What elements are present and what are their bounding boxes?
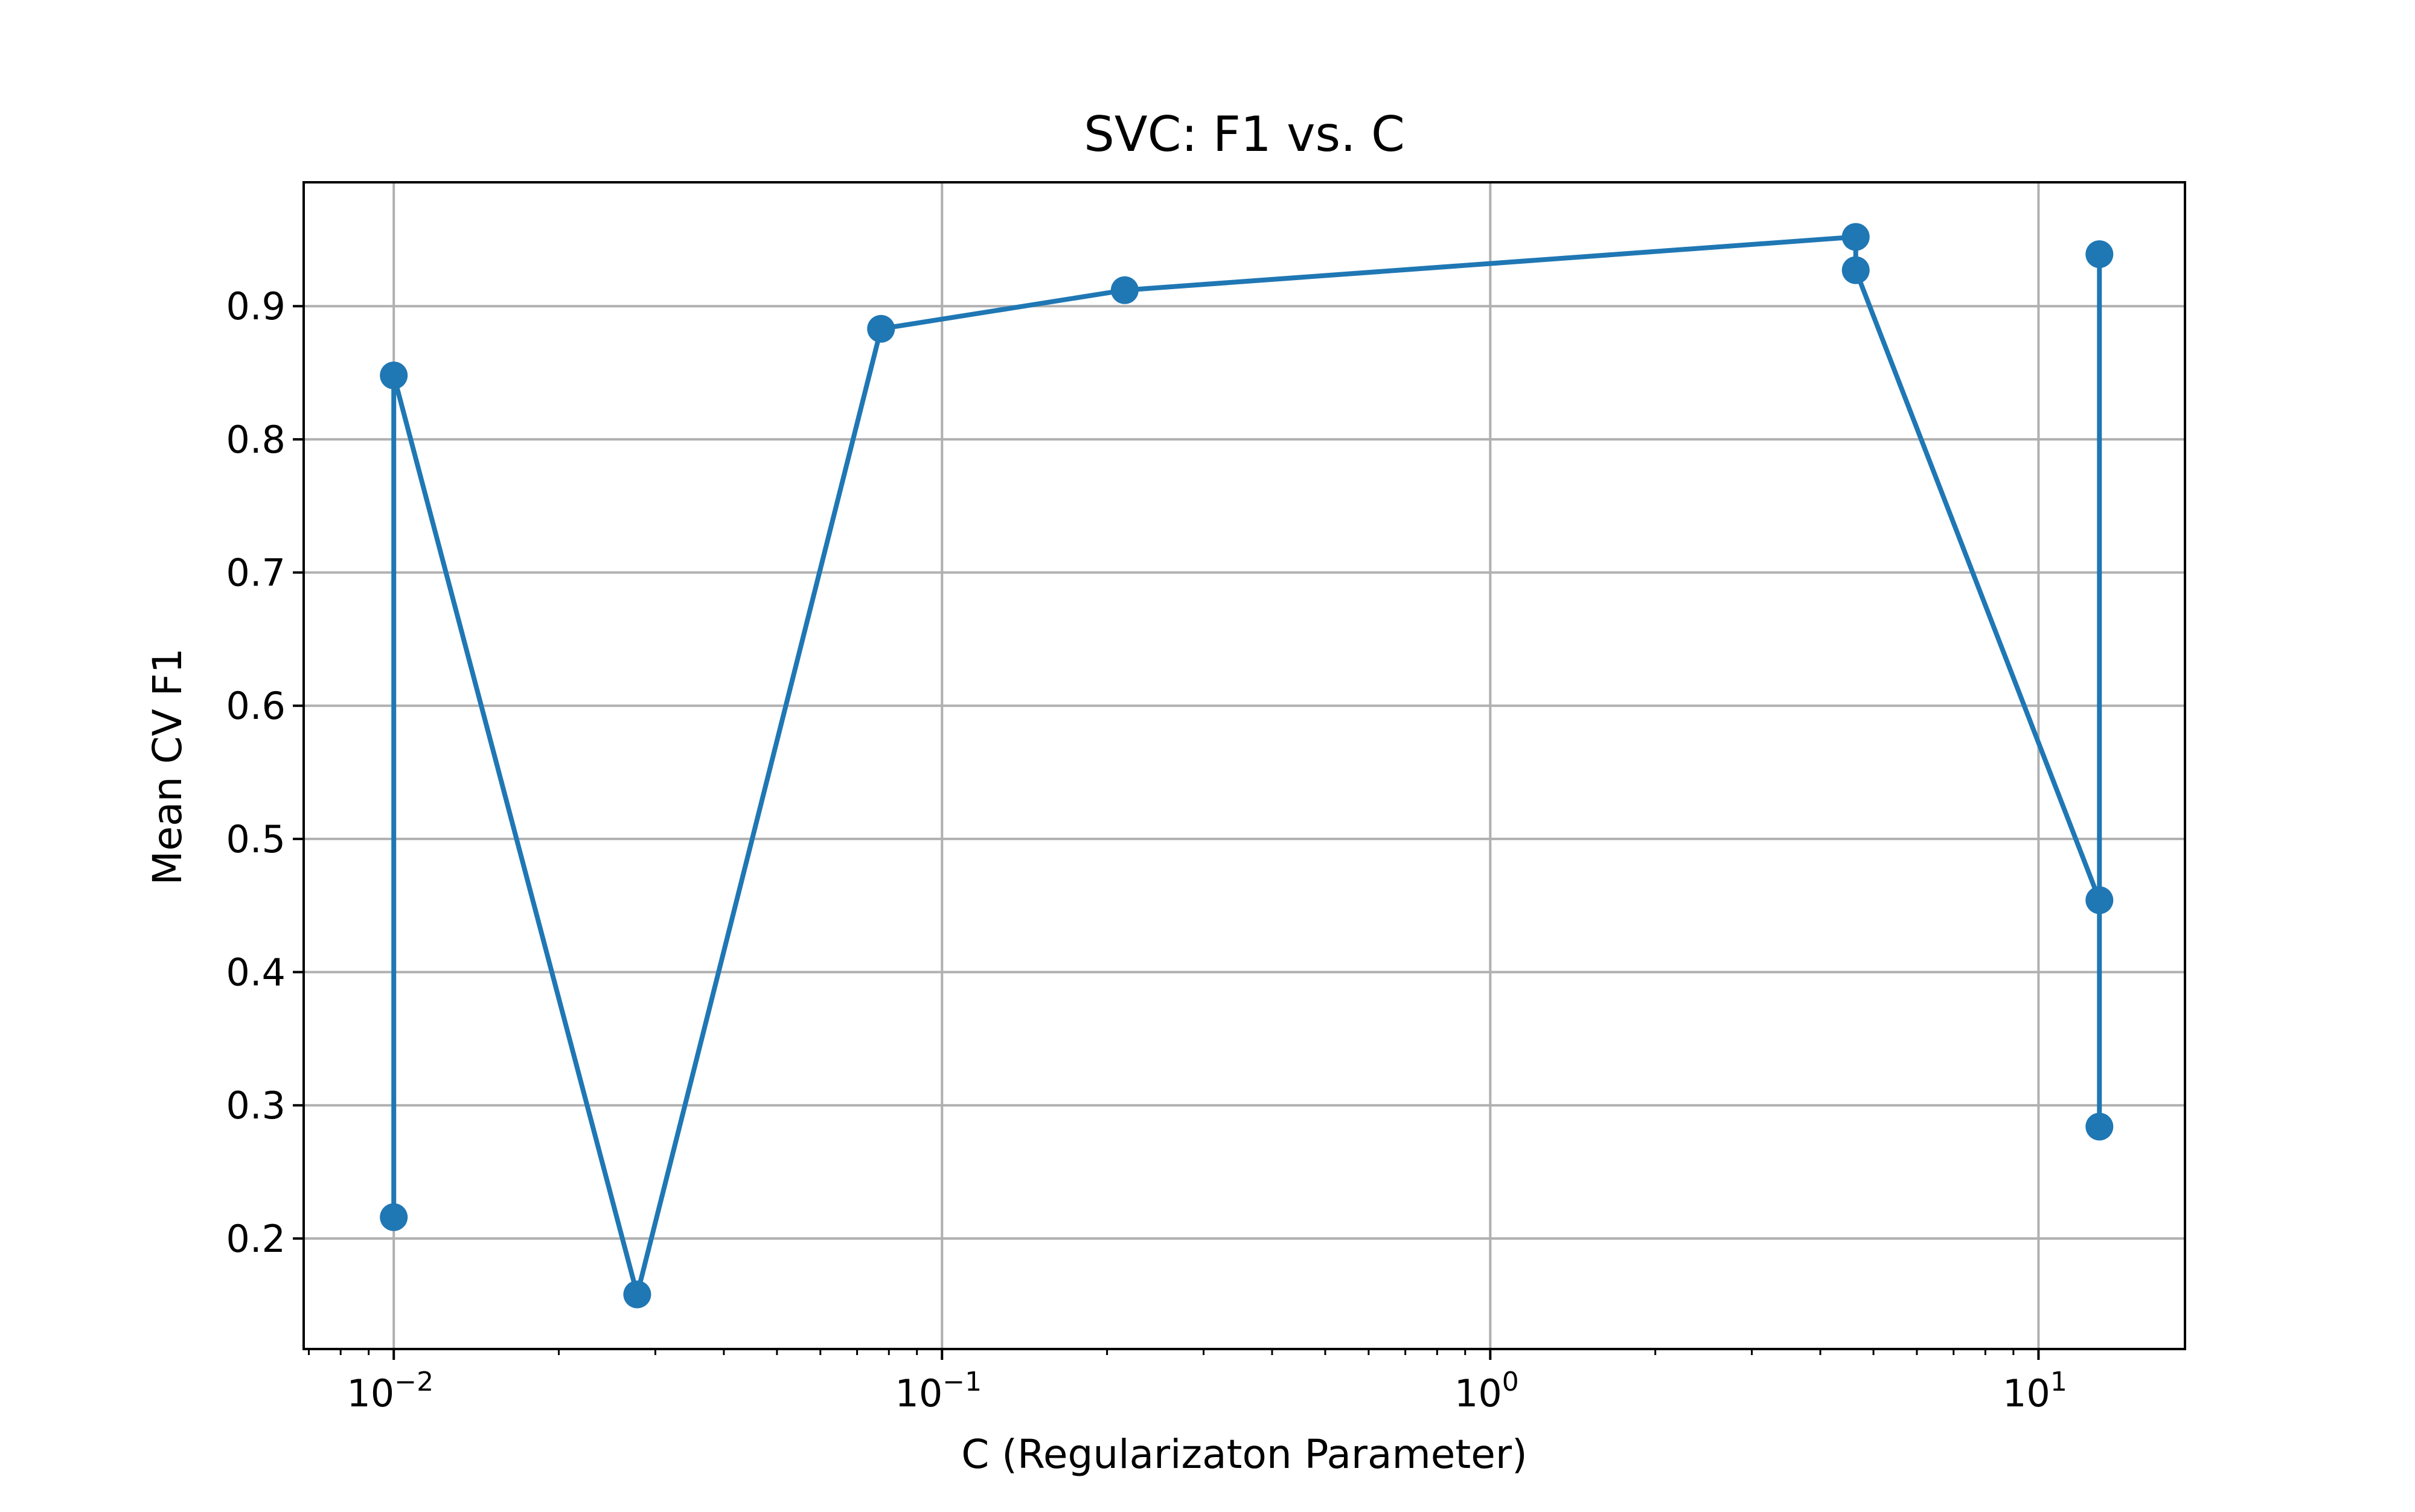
grid <box>304 182 2185 1349</box>
chart-title: SVC: F1 vs. C <box>1084 106 1405 162</box>
data-point <box>2085 886 2114 914</box>
data-point <box>2085 1112 2114 1141</box>
data-point <box>380 361 408 389</box>
data-point <box>1841 256 1870 284</box>
y-tick-label: 0.7 <box>226 551 286 595</box>
data-point <box>623 1280 651 1309</box>
data-point <box>1841 223 1870 251</box>
y-tick-label: 0.6 <box>226 684 286 728</box>
data-point <box>2085 240 2114 269</box>
series-line <box>391 234 2102 1297</box>
ticks: 0.2 0.3 0.4 0.5 0.6 0.7 0.8 0.9 10−2 10−1 100 101 <box>226 284 2067 1415</box>
data-point <box>867 314 895 343</box>
x-tick-label: 10−1 <box>895 1367 982 1415</box>
data-point <box>380 1203 408 1231</box>
y-tick-label: 0.3 <box>226 1083 286 1128</box>
y-tick-label: 0.5 <box>226 817 286 861</box>
y-tick-label: 0.8 <box>226 418 286 462</box>
data-point <box>1110 276 1139 304</box>
y-tick-label: 0.4 <box>226 951 286 995</box>
y-tick-label: 0.9 <box>226 284 286 328</box>
y-axis-label: Mean CV F1 <box>144 648 191 885</box>
x-tick-label: 10−2 <box>347 1367 433 1415</box>
x-tick-label: 101 <box>2003 1367 2067 1415</box>
series-layer <box>380 223 2114 1309</box>
plot-frame <box>302 181 2186 1350</box>
x-tick-label: 100 <box>1454 1367 1519 1415</box>
x-axis-label: C (Regularizaton Parameter) <box>961 1431 1527 1478</box>
y-tick-label: 0.2 <box>226 1217 286 1261</box>
